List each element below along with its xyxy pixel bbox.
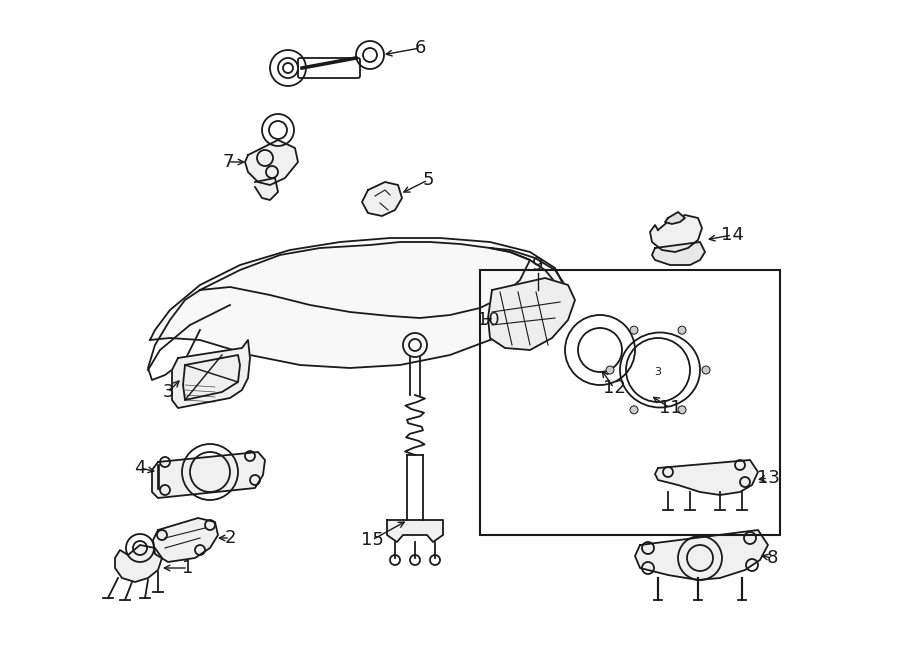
Text: 10: 10: [477, 311, 500, 329]
Circle shape: [678, 326, 686, 334]
Circle shape: [606, 366, 614, 374]
Text: 9: 9: [532, 256, 544, 274]
Text: 11: 11: [659, 399, 681, 417]
Text: 8: 8: [766, 549, 778, 567]
Text: 2: 2: [224, 529, 236, 547]
Text: 3: 3: [654, 367, 662, 377]
Polygon shape: [115, 545, 162, 582]
Circle shape: [630, 406, 638, 414]
Text: 6: 6: [414, 39, 426, 57]
Polygon shape: [635, 530, 768, 580]
Text: 13: 13: [757, 469, 779, 487]
Polygon shape: [153, 518, 218, 562]
Text: 4: 4: [134, 459, 146, 477]
Polygon shape: [652, 242, 705, 265]
Polygon shape: [650, 215, 702, 252]
Polygon shape: [172, 340, 250, 408]
Text: 14: 14: [721, 226, 743, 244]
Text: 1: 1: [183, 559, 194, 577]
Polygon shape: [150, 238, 565, 368]
Bar: [480, 270, 780, 535]
Polygon shape: [488, 278, 575, 350]
Circle shape: [630, 326, 638, 334]
Polygon shape: [255, 178, 278, 200]
Polygon shape: [665, 212, 685, 224]
Circle shape: [678, 406, 686, 414]
Polygon shape: [387, 520, 443, 542]
Circle shape: [702, 366, 710, 374]
Text: 5: 5: [422, 171, 434, 189]
Polygon shape: [245, 140, 298, 185]
Polygon shape: [655, 460, 758, 495]
Text: 7: 7: [222, 153, 234, 171]
Text: 15: 15: [361, 531, 383, 549]
Polygon shape: [152, 452, 265, 498]
Text: 12: 12: [603, 379, 625, 397]
Polygon shape: [362, 182, 402, 216]
Text: 3: 3: [162, 383, 174, 401]
